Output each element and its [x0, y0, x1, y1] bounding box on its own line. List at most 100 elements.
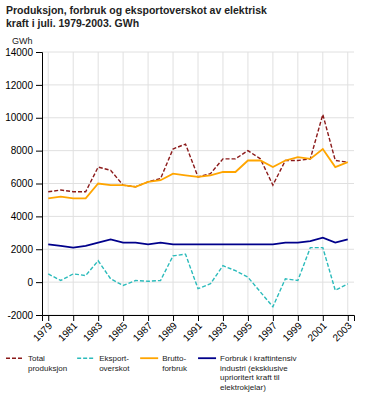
series-line: [48, 114, 348, 191]
grid-line-x: [48, 52, 49, 315]
tick-mark: [123, 315, 124, 321]
y-tick: -2000: [7, 310, 42, 321]
x-tick-label: 1997: [256, 320, 280, 344]
grid-line-x: [198, 52, 199, 315]
x-tick: 2003: [330, 315, 354, 343]
legend-label-line: uprioritert kraft til: [220, 373, 280, 382]
x-tick: 1987: [131, 315, 155, 343]
legend-item: Forbruk i kraftintensivindustri (eksklus…: [198, 354, 296, 392]
y-tick: 6000: [11, 178, 42, 189]
x-tick-label: 2003: [330, 320, 354, 344]
legend-handle: [198, 357, 216, 359]
legend-label: Totalproduksjon: [28, 354, 67, 373]
y-tick: 2000: [11, 244, 42, 255]
y-tick: 8000: [11, 145, 42, 156]
x-tick: 1979: [31, 315, 55, 343]
y-axis-label: GWh: [12, 36, 33, 46]
grid-line-x: [297, 52, 298, 315]
legend-handle: [6, 358, 24, 359]
y-tick-label: 0: [27, 277, 33, 288]
tick-mark: [48, 315, 49, 321]
legend-label: Brutto-forbruk: [162, 354, 188, 373]
legend-label-line: elektrokjelar): [220, 383, 266, 392]
y-tick-label: 10000: [5, 112, 33, 123]
grid-line-x: [247, 52, 248, 315]
x-tick-label: 1987: [131, 320, 155, 344]
x-tick-label: 1979: [31, 320, 55, 344]
x-tick-label: 1981: [56, 320, 80, 344]
axis-line: [43, 316, 355, 322]
grid-line-x: [347, 52, 348, 315]
x-tick: 1999: [280, 315, 304, 343]
legend-label: Eksport-overskot: [99, 354, 130, 373]
grid-line-x: [322, 52, 323, 315]
x-tick-label: 1999: [280, 320, 304, 344]
legend-handle: [77, 358, 95, 359]
title-line: kraft i juli. 1979-2003. GWh: [6, 17, 139, 29]
legend-label-line: forbruk: [162, 364, 188, 373]
x-tick-label: 1991: [181, 320, 205, 344]
x-tick: 1993: [206, 315, 230, 343]
y-tick-label: 12000: [5, 80, 33, 91]
x-tick: 1983: [81, 315, 105, 343]
legend: Totalproduksjon Eksport-overskot Brutto-fo…: [6, 354, 297, 392]
tick-mark: [248, 315, 249, 321]
tick-mark: [36, 315, 42, 316]
y-tick: 12000: [5, 80, 42, 91]
x-tick-label: 1989: [156, 320, 180, 344]
y-tick-label: 8000: [11, 145, 34, 156]
y-tick-label: 6000: [11, 178, 34, 189]
x-tick-label: 1983: [81, 320, 105, 344]
grid-line-x: [148, 52, 149, 315]
tick-mark: [173, 315, 174, 321]
legend-label-line: Brutto-: [162, 354, 186, 363]
x-tick-label: 1993: [206, 320, 230, 344]
y-tick: 10000: [5, 112, 42, 123]
tick-mark: [148, 315, 149, 321]
tick-mark: [36, 85, 42, 86]
legend-item: Brutto-forbruk: [140, 354, 188, 373]
y-tick-label: -2000: [7, 310, 33, 321]
legend-label-line: industri (eksklusive: [220, 364, 288, 373]
x-tick-label: 1995: [231, 320, 255, 344]
chart: Produksjon, forbruk og eksportoverskot a…: [0, 0, 366, 397]
x-tick-label: 1985: [106, 320, 130, 344]
title-line: Produksjon, forbruk og eksportoverskot a…: [6, 4, 267, 16]
legend-label-line: Forbruk i kraftintensiv: [220, 354, 296, 363]
legend-handle: [140, 357, 158, 359]
y-tick: 4000: [11, 211, 42, 222]
tick-mark: [298, 315, 299, 321]
series-line: [48, 238, 348, 248]
tick-mark: [98, 315, 99, 321]
x-tick: 1985: [106, 315, 130, 343]
series-line: [48, 149, 348, 198]
grid-line-x: [73, 52, 74, 315]
tick-mark: [36, 52, 42, 53]
series-line: [48, 248, 348, 307]
legend-label-line: Eksport-: [99, 354, 129, 363]
legend-label-line: produksjon: [28, 364, 67, 373]
y-tick-label: 14000: [5, 47, 33, 58]
title: Produksjon, forbruk og eksportoverskot a…: [6, 4, 267, 29]
tick-mark: [223, 315, 224, 321]
y-tick: 0: [27, 277, 42, 288]
plot-area: [48, 114, 348, 306]
grid-line-x: [222, 52, 223, 315]
x-tick: 1989: [156, 315, 180, 343]
x-tick: 1981: [56, 315, 80, 343]
tick-mark: [198, 315, 199, 321]
legend-label: Forbruk i kraftintensivindustri (eksklus…: [220, 354, 296, 392]
legend-item: Eksport-overskot: [77, 354, 130, 373]
tick-mark: [323, 315, 324, 321]
x-tick-label: 2001: [305, 320, 329, 344]
tick-mark: [348, 315, 349, 321]
tick-mark: [36, 118, 42, 119]
legend-label-line: Total: [28, 354, 45, 363]
tick-mark: [273, 315, 274, 321]
y-tick-label: 4000: [11, 211, 34, 222]
tick-mark: [73, 315, 74, 321]
x-tick: 1995: [231, 315, 255, 343]
legend-item: Totalproduksjon: [6, 354, 67, 373]
tick-mark: [36, 184, 42, 185]
y-tick: 14000: [5, 47, 42, 58]
